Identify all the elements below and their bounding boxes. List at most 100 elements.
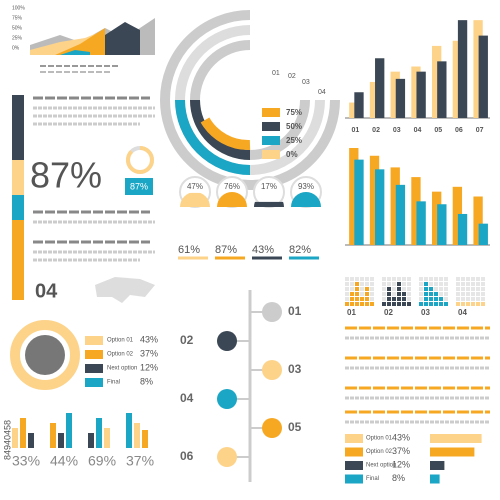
bar [432,191,442,245]
mini-bar [66,413,72,448]
grid-cell [387,277,391,281]
x-tick-label: 07 [476,127,484,134]
option-name: Option 02 [366,449,393,455]
big-stat: 87% [30,155,102,196]
arc-rings [160,10,340,190]
grid-cell [345,297,349,301]
grid-cell [476,302,480,306]
mini-bar [96,418,102,448]
grid-cell [444,287,448,291]
axis-label: 100% [12,5,25,11]
grid-cell [402,277,406,281]
grid-cell [466,287,470,291]
grid-cell [444,277,448,281]
side-bar [12,95,24,300]
grid-cell [439,297,443,301]
grid-cell [476,277,480,281]
gauge-label: 76% [224,182,240,191]
grid-cell [397,292,401,296]
option-value: 12% [140,362,158,372]
mini-bar [134,423,140,448]
grid-cell [402,297,406,301]
grid-cell [350,287,354,291]
grid-cell [466,277,470,281]
watermark: 84940458 [2,420,12,460]
option-value: 12% [392,459,410,469]
grid-cell [471,282,475,286]
arc-label: 03 [302,79,310,86]
grid-cell [461,297,465,301]
grid-cell [444,282,448,286]
arc-label: 04 [318,89,326,96]
grid-cell [466,297,470,301]
bar [395,184,406,245]
grid-cell [476,297,480,301]
grid-cell [397,287,401,291]
legend-swatch [85,364,103,373]
area-chart [30,18,155,73]
grid-cell [392,297,396,301]
mini-bar [12,428,18,448]
grid-cell [387,297,391,301]
grid-cell [397,277,401,281]
grid-cell [345,292,349,296]
stat-box [125,178,153,195]
timeline-dot [262,418,282,438]
grid-cell [350,302,354,306]
grid-cell [471,287,475,291]
mini-bar [28,433,34,448]
big-donut [10,320,80,390]
gauge-label: 93% [298,182,314,191]
option-value: 8% [140,376,153,386]
grid-cell [360,282,364,286]
grid-cell [466,302,470,306]
grid-cell [471,277,475,281]
x-tick-label: 03 [393,127,401,134]
axis-label: 50% [12,25,23,31]
timeline-dot [217,389,237,409]
bar-stat: 69% [88,453,116,469]
legend-swatch [85,350,103,359]
legend-label: 75% [286,108,302,117]
grid-cell [397,297,401,301]
grid-cell [434,287,438,291]
option-name: Option 02 [107,352,134,358]
grid-cell [355,287,359,291]
grid-cell [407,287,411,291]
bar [375,58,385,118]
grid-cell [424,297,428,301]
percent-label: 87% [215,244,237,256]
axis-label: 25% [12,35,23,41]
grid-cell [461,292,465,296]
option-name: Option 01 [107,338,134,344]
timeline-label: 02 [180,333,194,347]
grid-cell [397,302,401,306]
grid-cell [350,277,354,281]
mini-bar [20,418,26,448]
grid-cell [434,282,438,286]
grid-cell [370,287,374,291]
grid-cell [370,297,374,301]
bar [395,78,406,118]
mini-bar [58,433,64,448]
legend-swatch [262,108,280,117]
legend-swatch [262,150,280,159]
grid-cell [456,292,460,296]
grid-cell [424,282,428,286]
grid-cell [382,302,386,306]
grid-cell [387,287,391,291]
grid-cell [365,287,369,291]
grid-cell [355,297,359,301]
grid-cell [429,292,433,296]
bar [478,223,488,245]
grid-cell [370,292,374,296]
grid-cell [345,302,349,306]
option-name: Final [107,380,120,386]
grid-cell [355,277,359,281]
x-tick-label: 01 [351,127,359,134]
bar [369,81,380,118]
grid-cell [407,282,411,286]
grid-cell [345,277,349,281]
grid-cell [476,282,480,286]
grid-cell [466,282,470,286]
